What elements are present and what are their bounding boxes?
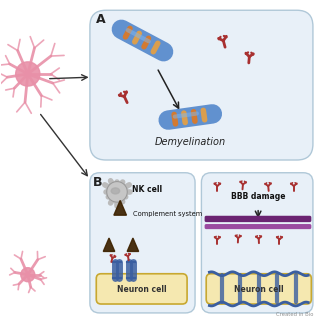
Text: Neuron cell: Neuron cell	[117, 284, 166, 293]
Polygon shape	[127, 238, 139, 252]
Text: Neuron cell: Neuron cell	[234, 285, 284, 294]
Circle shape	[107, 181, 127, 202]
FancyBboxPatch shape	[201, 173, 313, 313]
FancyBboxPatch shape	[90, 10, 313, 160]
Text: NK cell: NK cell	[132, 185, 163, 194]
Text: Complement system: Complement system	[133, 211, 202, 217]
Ellipse shape	[111, 188, 120, 194]
Text: Created in Bio: Created in Bio	[276, 312, 313, 317]
Text: Demyelination: Demyelination	[155, 138, 226, 148]
Text: BBB damage: BBB damage	[231, 192, 285, 201]
FancyBboxPatch shape	[90, 173, 195, 313]
FancyBboxPatch shape	[96, 274, 187, 304]
Circle shape	[16, 62, 40, 86]
Circle shape	[21, 268, 35, 282]
FancyBboxPatch shape	[204, 224, 311, 229]
FancyBboxPatch shape	[204, 216, 311, 222]
FancyBboxPatch shape	[206, 274, 311, 304]
Text: B: B	[93, 176, 103, 189]
Polygon shape	[114, 200, 126, 215]
Text: A: A	[96, 13, 106, 27]
Polygon shape	[103, 238, 115, 252]
